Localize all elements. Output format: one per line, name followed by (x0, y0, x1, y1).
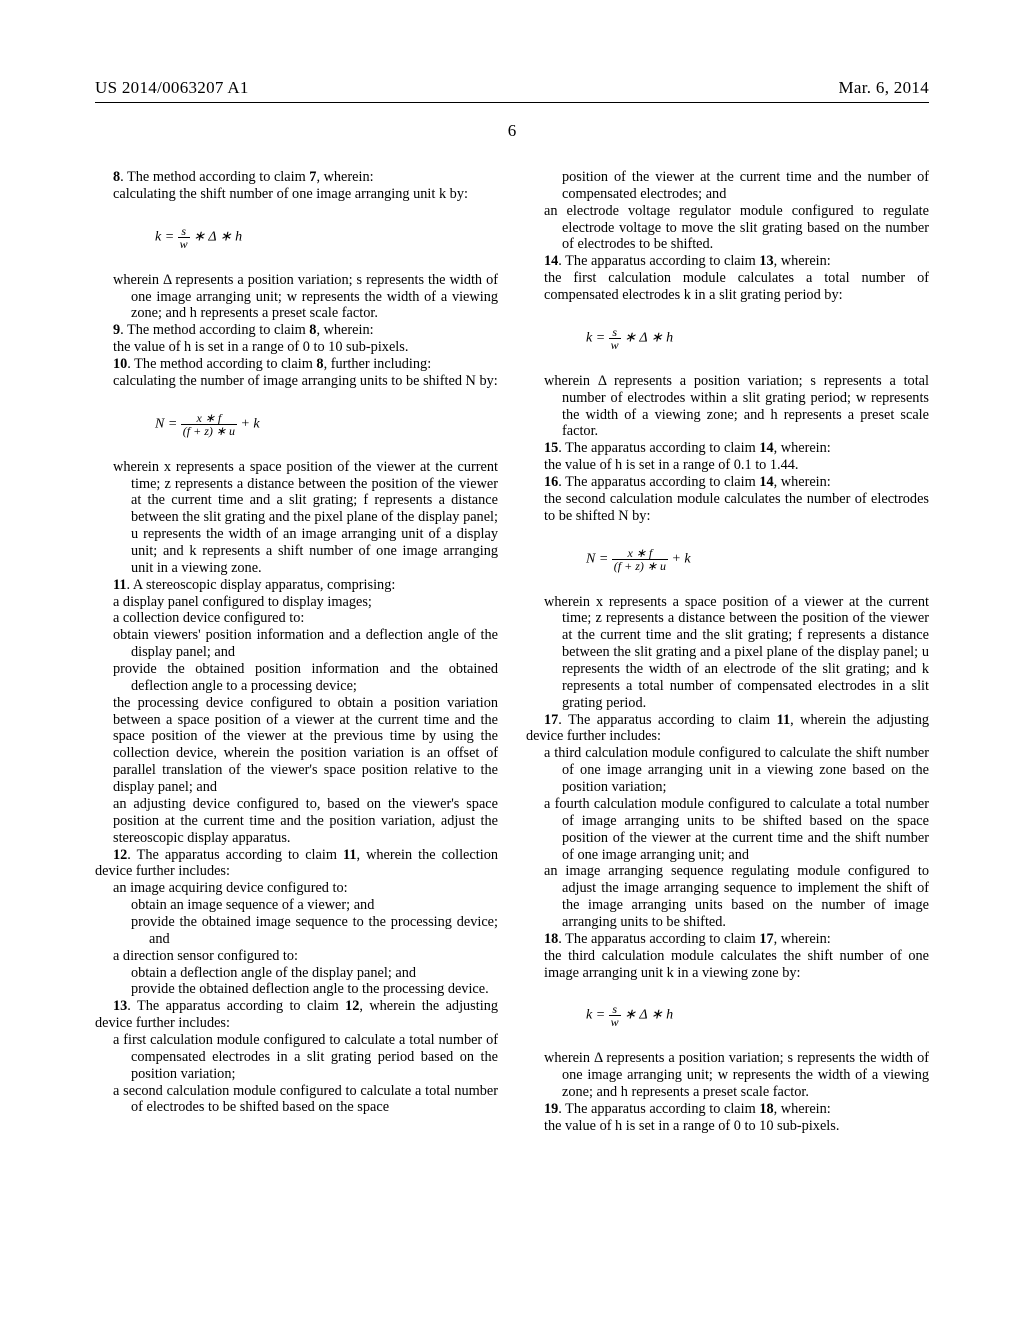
claim-12-a: an image acquiring device configured to: (95, 880, 498, 897)
claim-12-b2: provide the obtained deflection angle to… (95, 981, 498, 998)
claim-19-head: 19. The apparatus according to claim 18,… (526, 1101, 929, 1118)
claim-12-head: 12. The apparatus according to claim 11,… (95, 847, 498, 881)
claim-18-a: the third calculation module calculates … (526, 948, 929, 982)
claim-13-a: a first calculation module configured to… (95, 1032, 498, 1083)
formula-k-1: k = sw ∗ Δ ∗ h (155, 225, 498, 250)
claim-16-wherein: wherein x represents a space position of… (526, 594, 929, 712)
claim-12-a2: provide the obtained image sequence to t… (95, 914, 498, 948)
claim-11-d: an adjusting device configured to, based… (95, 796, 498, 847)
publication-number: US 2014/0063207 A1 (95, 78, 249, 98)
header-rule (95, 102, 929, 103)
claim-9-head: 9. The method according to claim 8, wher… (95, 322, 498, 339)
claim-10-line: calculating the number of image arrangin… (95, 373, 498, 390)
claim-17-b: a fourth calculation module configured t… (526, 796, 929, 863)
claim-17-a: a third calculation module configured to… (526, 745, 929, 796)
claim-11-c: the processing device configured to obta… (95, 695, 498, 796)
claim-12-b1: obtain a deflection angle of the display… (95, 965, 498, 982)
claim-8-head: 8. The method according to claim 7, wher… (95, 169, 498, 186)
claim-10-head: 10. The method according to claim 8, fur… (95, 356, 498, 373)
formula-k-2: k = sw ∗ Δ ∗ h (586, 326, 929, 351)
publication-date: Mar. 6, 2014 (839, 78, 929, 98)
claim-16-head: 16. The apparatus according to claim 14,… (526, 474, 929, 491)
claim-8-wherein: wherein Δ represents a position variatio… (95, 272, 498, 323)
claim-11-b2: provide the obtained position informatio… (95, 661, 498, 695)
page: US 2014/0063207 A1 Mar. 6, 2014 6 8. The… (0, 0, 1024, 1320)
claim-19-a: the value of h is set in a range of 0 to… (526, 1118, 929, 1135)
claims-body: 8. The method according to claim 7, wher… (95, 169, 929, 1135)
formula-n-2: N = x ∗ f(f + z) ∗ u + k (586, 547, 929, 572)
claim-18-wherein: wherein Δ represents a position variatio… (526, 1050, 929, 1101)
claim-10-wherein: wherein x represents a space position of… (95, 459, 498, 577)
claim-16-a: the second calculation module calculates… (526, 491, 929, 525)
page-header: US 2014/0063207 A1 Mar. 6, 2014 (95, 78, 929, 98)
claim-13-c: an electrode voltage regulator module co… (526, 203, 929, 254)
claim-14-wherein: wherein Δ represents a position variatio… (526, 373, 929, 440)
claim-13-b: a second calculation module configured t… (95, 1083, 498, 1117)
claim-9-line: the value of h is set in a range of 0 to… (95, 339, 498, 356)
claim-18-head: 18. The apparatus according to claim 17,… (526, 931, 929, 948)
page-number: 6 (95, 121, 929, 141)
claim-17-head: 17. The apparatus according to claim 11,… (526, 712, 929, 746)
claim-13-head: 13. The apparatus according to claim 12,… (95, 998, 498, 1032)
claim-11-head: 11. A stereoscopic display apparatus, co… (95, 577, 498, 594)
claim-8-line: calculating the shift number of one imag… (95, 186, 498, 203)
claim-13-b-cont: position of the viewer at the current ti… (526, 169, 929, 203)
claim-15-head: 15. The apparatus according to claim 14,… (526, 440, 929, 457)
claim-15-a: the value of h is set in a range of 0.1 … (526, 457, 929, 474)
claim-17-c: an image arranging sequence regulating m… (526, 863, 929, 930)
formula-n-1: N = x ∗ f(f + z) ∗ u + k (155, 412, 498, 437)
claim-11-b1: obtain viewers' position information and… (95, 627, 498, 661)
formula-k-3: k = sw ∗ Δ ∗ h (586, 1003, 929, 1028)
claim-11-a: a display panel configured to display im… (95, 594, 498, 611)
claim-14-a: the first calculation module calculates … (526, 270, 929, 304)
claim-11-b: a collection device configured to: (95, 610, 498, 627)
claim-14-head: 14. The apparatus according to claim 13,… (526, 253, 929, 270)
claim-12-b: a direction sensor configured to: (95, 948, 498, 965)
claim-12-a1: obtain an image sequence of a viewer; an… (95, 897, 498, 914)
